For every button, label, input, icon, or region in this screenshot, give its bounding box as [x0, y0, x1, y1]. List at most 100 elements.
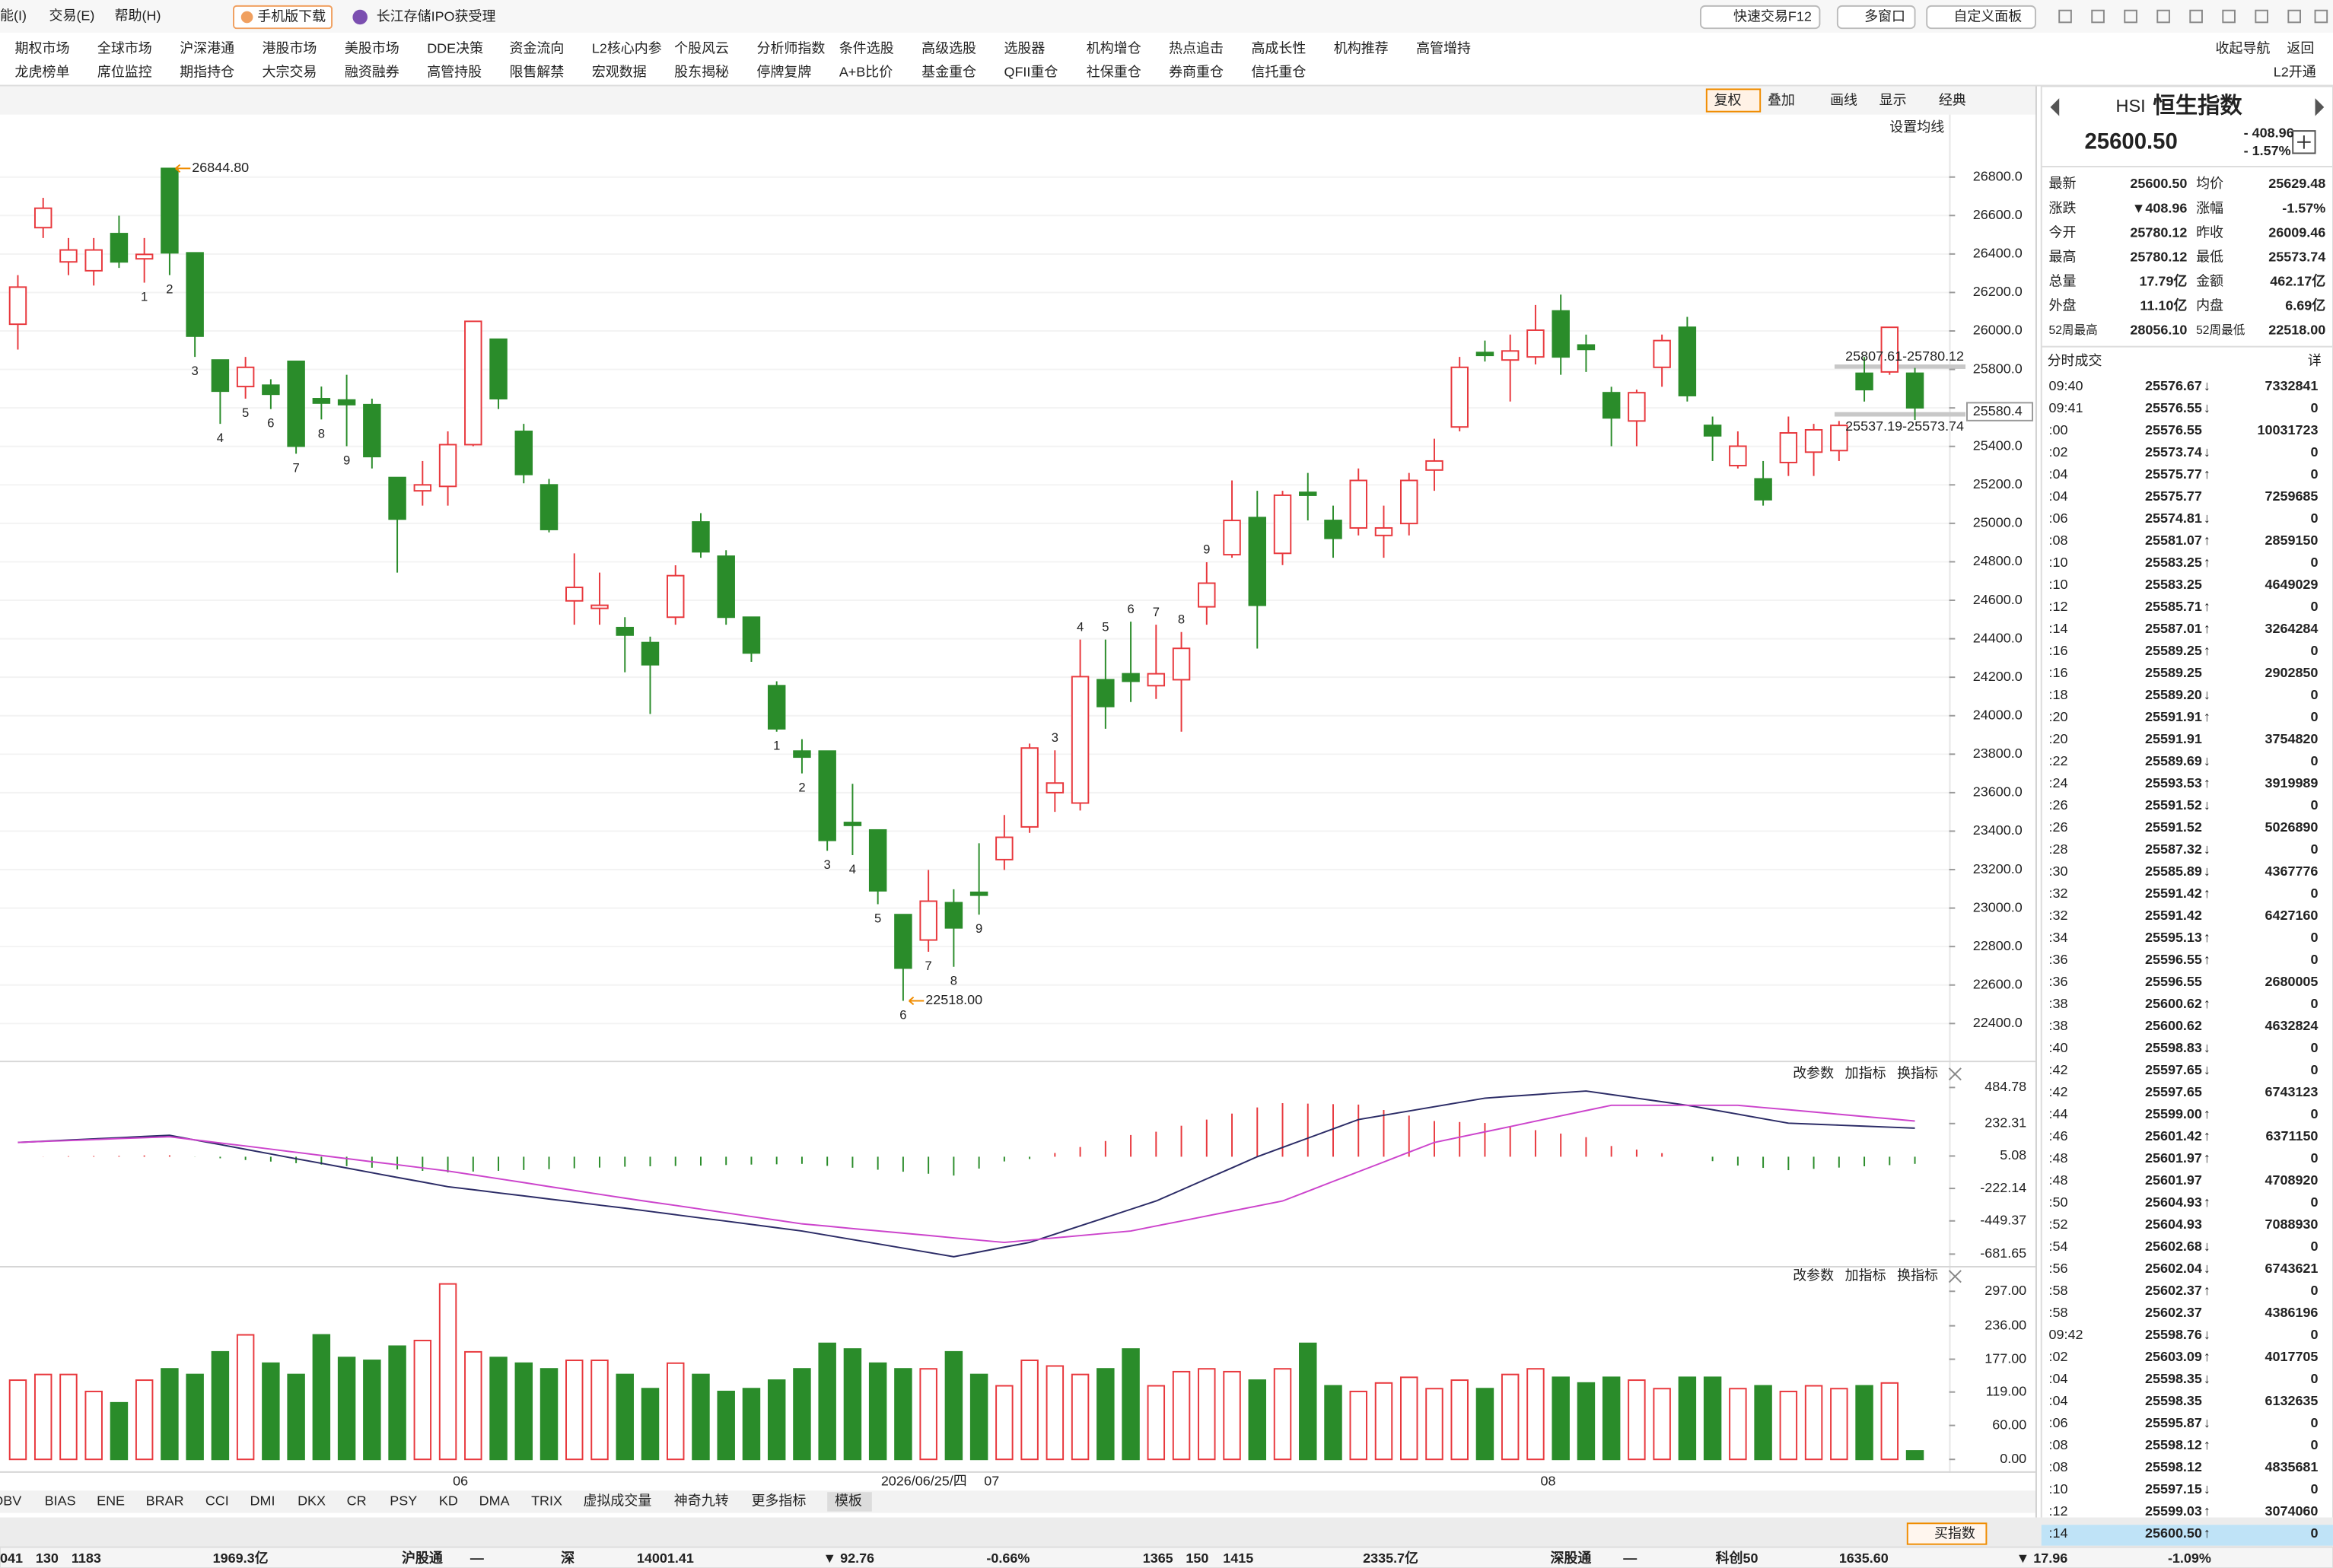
tick-price: 25598.12 [2145, 1437, 2202, 1452]
stat-value: 28056.10 [2130, 323, 2187, 338]
indicator-tab[interactable]: TRIX [531, 1493, 562, 1509]
toolbar-button[interactable]: 显示 [1879, 93, 1907, 108]
nav-item[interactable]: 龙虎榜单 [15, 65, 70, 80]
nav-item[interactable]: 热点追击 [1169, 40, 1224, 56]
window-icon[interactable] [2058, 9, 2072, 24]
nav-item[interactable]: 融资融券 [345, 65, 399, 80]
tool-button[interactable]: 多窗口 [1864, 8, 1905, 24]
indicator-tab[interactable]: 神奇九转 [674, 1493, 729, 1509]
nav-right[interactable]: 收起导航 [2216, 40, 2271, 56]
nav-item[interactable]: 个股风云 [674, 40, 729, 56]
nav-item[interactable]: 股东揭秘 [674, 65, 729, 80]
nav-item[interactable]: 高成长性 [1251, 40, 1306, 56]
nav-item[interactable]: 限售解禁 [510, 65, 565, 80]
indicator-tab[interactable]: 更多指标 [751, 1493, 806, 1509]
nav-item[interactable]: 高级选股 [921, 40, 976, 56]
nav-item[interactable]: 资金流向 [510, 40, 565, 56]
nav-item[interactable]: 高管持股 [427, 65, 482, 80]
nav-item[interactable]: 美股市场 [345, 40, 399, 56]
nav-item[interactable]: 停牌复牌 [756, 65, 811, 80]
indicator-tab[interactable]: DMI [250, 1493, 275, 1509]
indicator-tab[interactable]: KD [439, 1493, 458, 1509]
indicator-tab[interactable]: OBV [0, 1493, 21, 1509]
nav-item[interactable]: 席位监控 [97, 65, 152, 80]
nav-item[interactable]: 机构推荐 [1334, 40, 1389, 56]
nav-right[interactable]: L2开通 [2274, 65, 2316, 80]
nav-item[interactable]: 机构增仓 [1087, 40, 1141, 56]
nav-item[interactable]: 期指持仓 [180, 65, 234, 80]
nav-item[interactable]: 选股器 [1004, 40, 1045, 56]
tool-button[interactable]: 自定义面板 [1953, 8, 2022, 24]
volume-bar [1122, 1348, 1140, 1461]
indicator-tab[interactable]: DMA [479, 1493, 510, 1509]
nav-item[interactable]: 券商重仓 [1169, 65, 1224, 80]
panel-tool[interactable]: 加指标 [1845, 1066, 1886, 1081]
window-icon[interactable] [2287, 9, 2301, 24]
nav-item[interactable]: 全球市场 [97, 40, 152, 56]
nav-item[interactable]: 港股市场 [263, 40, 317, 56]
toolbar-button[interactable]: 经典 [1939, 93, 1966, 108]
close-icon[interactable] [1948, 1270, 1962, 1283]
toolbar-button[interactable]: 复权 [1714, 93, 1742, 108]
panel-tool[interactable]: 换指标 [1897, 1267, 1938, 1283]
indicator-tab[interactable]: BIAS [45, 1493, 76, 1509]
nav-item[interactable]: 宏观数据 [592, 65, 647, 80]
toolbar-button[interactable]: 画线 [1830, 93, 1857, 108]
nav-item[interactable]: 条件选股 [839, 40, 894, 56]
nav-item[interactable]: 高管增持 [1416, 40, 1471, 56]
indicator-tab[interactable]: CR [347, 1493, 367, 1509]
window-icon[interactable] [2156, 9, 2170, 24]
tick-time: :52 [2049, 1217, 2068, 1232]
candle-body [843, 822, 862, 826]
buy-index[interactable]: 买指数 [1934, 1526, 1975, 1541]
tool-box[interactable] [1836, 5, 1916, 30]
nav-item[interactable]: DDE决策 [427, 40, 483, 56]
window-icon[interactable] [2091, 9, 2105, 24]
nav-item[interactable]: 期权市场 [15, 40, 70, 56]
close-icon[interactable] [1948, 1067, 1962, 1081]
promo-link[interactable]: 手机版下载 [257, 8, 326, 24]
window-icon[interactable] [2124, 9, 2137, 24]
nav-item[interactable]: 分析师指数 [756, 40, 825, 56]
panel-tool[interactable]: 改参数 [1793, 1066, 1834, 1081]
window-icon[interactable] [2189, 9, 2203, 24]
indicator-tab[interactable]: CCI [205, 1493, 229, 1509]
ticks-detail[interactable]: 详 [2308, 353, 2322, 368]
window-icon[interactable] [2222, 9, 2236, 24]
tick-price: 25601.97 [2145, 1172, 2202, 1188]
nav-item[interactable]: 基金重仓 [921, 65, 976, 80]
toolbar-active[interactable] [1705, 88, 1762, 113]
indicator-tab[interactable]: BRAR [146, 1493, 184, 1509]
nav-item[interactable]: L2核心内参 [592, 40, 662, 56]
indicator-tab[interactable]: PSY [390, 1493, 417, 1509]
indicator-tab[interactable]: 虚拟成交量 [584, 1493, 652, 1509]
nav-item[interactable]: 大宗交易 [263, 65, 317, 80]
ma-setting[interactable]: 设置均线 [1889, 119, 1944, 135]
setup-count: 3 [192, 364, 199, 378]
window-icon[interactable] [2255, 9, 2268, 24]
nav-item[interactable]: A+B比价 [839, 65, 893, 80]
menu-item[interactable]: 帮助(H) [115, 8, 161, 23]
buy-index-button[interactable] [1906, 1522, 1988, 1545]
indicator-tab[interactable]: ENE [97, 1493, 125, 1509]
tool-button[interactable]: 快速交易F12 [1733, 8, 1812, 24]
menu-item[interactable]: 交易(E) [49, 8, 95, 23]
volume-bar [1248, 1379, 1267, 1461]
promo-box[interactable] [233, 5, 333, 30]
indicator-tab[interactable]: 模板 [835, 1493, 862, 1509]
nav-item[interactable]: 沪深港通 [180, 40, 234, 56]
nav-item[interactable]: QFII重仓 [1004, 65, 1058, 80]
nav-right[interactable]: 返回 [2287, 40, 2314, 56]
nav-item[interactable]: 社保重仓 [1087, 65, 1141, 80]
promo-link[interactable]: 长江存储IPO获受理 [377, 8, 496, 24]
window-icon[interactable] [2314, 9, 2328, 24]
indicator-tab[interactable]: DKX [298, 1493, 326, 1509]
toolbar-button[interactable]: 叠加 [1768, 93, 1795, 108]
menu-item[interactable]: 能(I) [0, 8, 27, 23]
tool-box[interactable] [1926, 5, 2036, 30]
tool-box[interactable] [1699, 5, 1821, 30]
panel-tool[interactable]: 改参数 [1793, 1267, 1834, 1283]
panel-tool[interactable]: 换指标 [1897, 1066, 1938, 1081]
nav-item[interactable]: 信托重仓 [1251, 65, 1306, 80]
panel-tool[interactable]: 加指标 [1845, 1267, 1886, 1283]
